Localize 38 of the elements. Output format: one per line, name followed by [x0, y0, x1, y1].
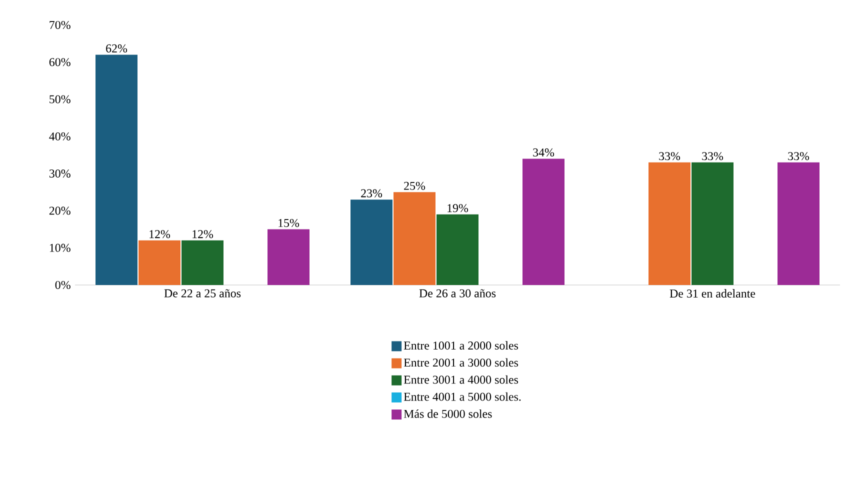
data-label: 25% [404, 182, 426, 190]
x-tick-label: De 26 a 30 años [419, 289, 496, 298]
bar [138, 240, 180, 285]
data-label: 15% [278, 218, 300, 228]
x-tick-label: De 31 en adelante [670, 289, 756, 298]
bar [182, 240, 224, 285]
bar [96, 54, 138, 285]
y-tick-label: 30% [49, 170, 70, 178]
data-label: 23% [361, 189, 382, 198]
x-tick-label: De 22 a 25 años [164, 289, 241, 298]
bar [436, 214, 479, 285]
data-label: 33% [788, 152, 810, 160]
bar [268, 229, 310, 285]
data-label: 33% [659, 152, 680, 160]
bar [522, 158, 565, 285]
y-tick-label: 10% [50, 244, 70, 252]
legend-label: Entre 2001 a 3000 soles [404, 358, 518, 367]
bar [394, 192, 436, 285]
bar [350, 200, 393, 285]
y-tick-label: 50% [50, 95, 70, 104]
data-label: 12% [192, 230, 214, 238]
data-label: 34% [533, 148, 554, 157]
y-tick-label: 60% [49, 58, 70, 66]
y-tick-label: 0% [55, 280, 70, 290]
data-label: 19% [448, 204, 468, 212]
legend-label: Entre 3001 a 4000 soles [404, 375, 518, 384]
legend-label: Entre 1001 a 2000 soles [404, 341, 518, 350]
legend-label: Entre 4001 a 5000 soles. [404, 392, 521, 401]
data-label: 33% [702, 152, 724, 160]
bar [778, 162, 820, 285]
legend-label: Más de 5000 soles [404, 409, 492, 418]
data-label: 62% [106, 44, 128, 53]
y-tick-label: 70% [50, 20, 70, 30]
bar [692, 162, 734, 285]
data-label: 12% [150, 230, 170, 238]
y-tick-label: 20% [49, 206, 70, 215]
y-tick-label: 40% [49, 132, 70, 140]
bar [648, 162, 691, 285]
